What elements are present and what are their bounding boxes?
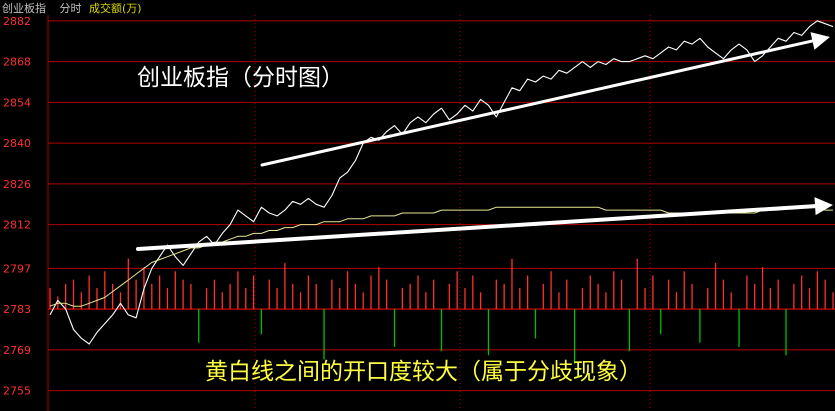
y-tick-label: 2797 xyxy=(3,262,31,275)
y-axis-labels: 2882 2868 2854 2840 2826 2812 2797 2783 2769 2755 xyxy=(3,15,31,398)
trend-arrows xyxy=(136,32,833,251)
arrow-shaft xyxy=(136,204,818,251)
y-tick-label: 2868 xyxy=(3,56,31,69)
y-tick-label: 2840 xyxy=(3,137,31,150)
y-tick-label: 2854 xyxy=(3,96,31,109)
index-annotation: 创业板指（分时图） xyxy=(137,65,344,91)
arrow-head xyxy=(810,32,830,50)
y-tick-label: 2769 xyxy=(3,344,31,357)
arrow-head xyxy=(814,197,833,216)
y-tick-label: 2755 xyxy=(3,385,31,398)
index-name: 创业板指 xyxy=(2,2,46,15)
volume-label: 成交额(万) xyxy=(89,2,142,15)
arrow-shaft xyxy=(260,39,814,167)
y-tick-label: 2882 xyxy=(3,15,31,28)
volume-bars xyxy=(49,258,834,364)
chart-header: 创业板指 分时 成交额(万) xyxy=(2,0,142,16)
upper-trend-arrow xyxy=(260,32,830,167)
lower-trend-arrow xyxy=(136,197,833,251)
y-tick-label: 2812 xyxy=(3,219,31,232)
y-tick-label: 2783 xyxy=(3,303,31,316)
y-tick-label: 2826 xyxy=(3,178,31,191)
chart-mode: 分时 xyxy=(59,2,82,15)
index-price-line xyxy=(49,20,834,345)
gap-annotation: 黄白线之间的开口度较大（属于分歧现象） xyxy=(205,359,642,385)
